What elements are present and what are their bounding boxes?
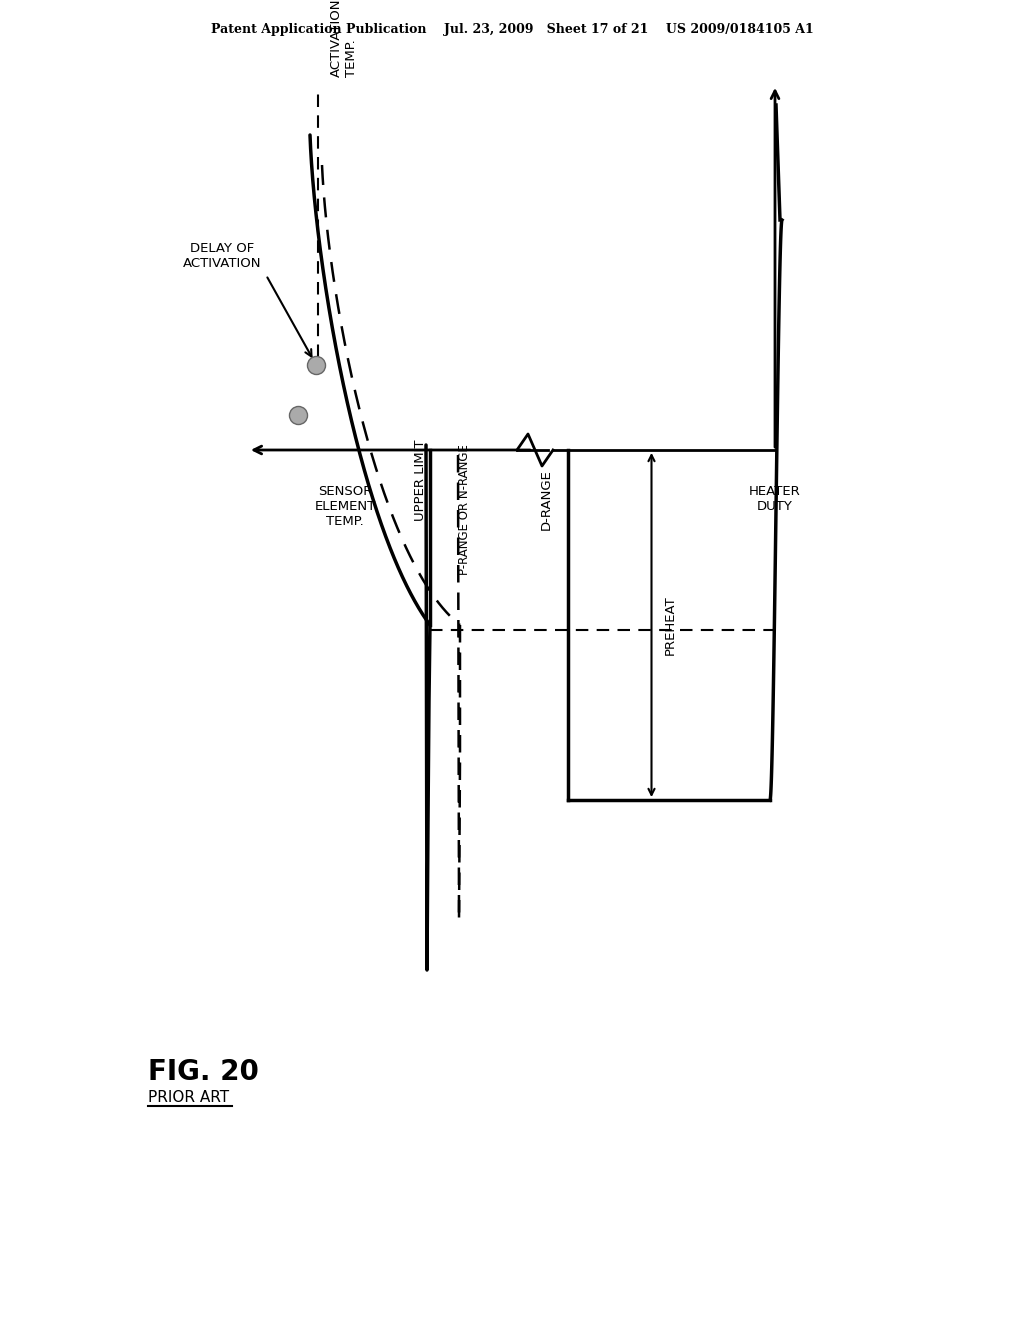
- Text: D-RANGE: D-RANGE: [540, 470, 553, 531]
- Text: UPPER LIMIT: UPPER LIMIT: [414, 440, 427, 521]
- Text: Patent Application Publication    Jul. 23, 2009   Sheet 17 of 21    US 2009/0184: Patent Application Publication Jul. 23, …: [211, 24, 813, 37]
- Text: HEATER
DUTY: HEATER DUTY: [750, 484, 801, 513]
- Text: DELAY OF
ACTIVATION: DELAY OF ACTIVATION: [182, 242, 261, 271]
- Text: P-RANGE OR N-RANGE: P-RANGE OR N-RANGE: [458, 445, 470, 576]
- Text: PREHEAT: PREHEAT: [664, 595, 677, 655]
- Text: FIG. 20: FIG. 20: [148, 1059, 259, 1086]
- Text: PRIOR ART: PRIOR ART: [148, 1090, 229, 1106]
- Text: SENSOR
ELEMENT
TEMP.: SENSOR ELEMENT TEMP.: [314, 484, 376, 528]
- Text: ACTIVATION
TEMP.: ACTIVATION TEMP.: [330, 0, 358, 77]
